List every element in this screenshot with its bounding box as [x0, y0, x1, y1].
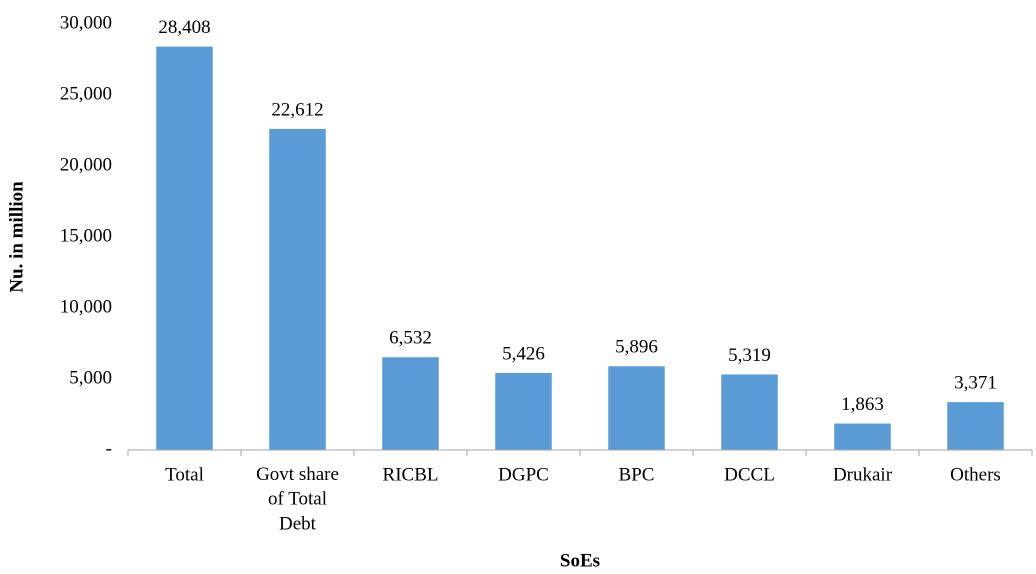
data-label: 5,426 [502, 343, 545, 364]
x-axis-title: SoEs [560, 550, 600, 571]
y-tick-label: - [106, 438, 112, 459]
y-tick-label: 20,000 [60, 154, 112, 175]
x-tick-label: Others [950, 464, 1001, 485]
data-label: 3,371 [954, 372, 997, 393]
x-tick-label: Drukair [833, 464, 893, 485]
bar [608, 366, 665, 450]
data-label: 5,319 [728, 345, 771, 366]
bar [495, 372, 552, 450]
data-label: 6,532 [389, 328, 432, 349]
bar [156, 46, 213, 451]
bar [382, 357, 439, 450]
data-label: 28,408 [158, 17, 210, 38]
x-tick-label: BPC [619, 464, 655, 485]
x-tick-label: Govt share of Total Debt [256, 464, 339, 534]
bar [269, 128, 326, 450]
x-tick-label: RICBL [383, 464, 439, 485]
y-tick-label: 15,000 [60, 225, 112, 246]
y-axis-title: Nu. in million [6, 181, 27, 293]
data-label: 22,612 [271, 99, 323, 120]
x-tick-label: DGPC [498, 464, 549, 485]
bar [834, 423, 891, 450]
y-tick-label: 5,000 [69, 367, 112, 388]
y-tick-label: 10,000 [60, 296, 112, 317]
data-label: 5,896 [615, 337, 658, 358]
x-tick-label: DCCL [724, 464, 775, 485]
x-tick-label: Total [165, 464, 204, 485]
data-label: 1,863 [841, 394, 884, 415]
y-tick-label: 30,000 [60, 12, 112, 33]
bar [947, 402, 1004, 450]
y-tick-label: 25,000 [60, 83, 112, 104]
bar [721, 374, 778, 450]
